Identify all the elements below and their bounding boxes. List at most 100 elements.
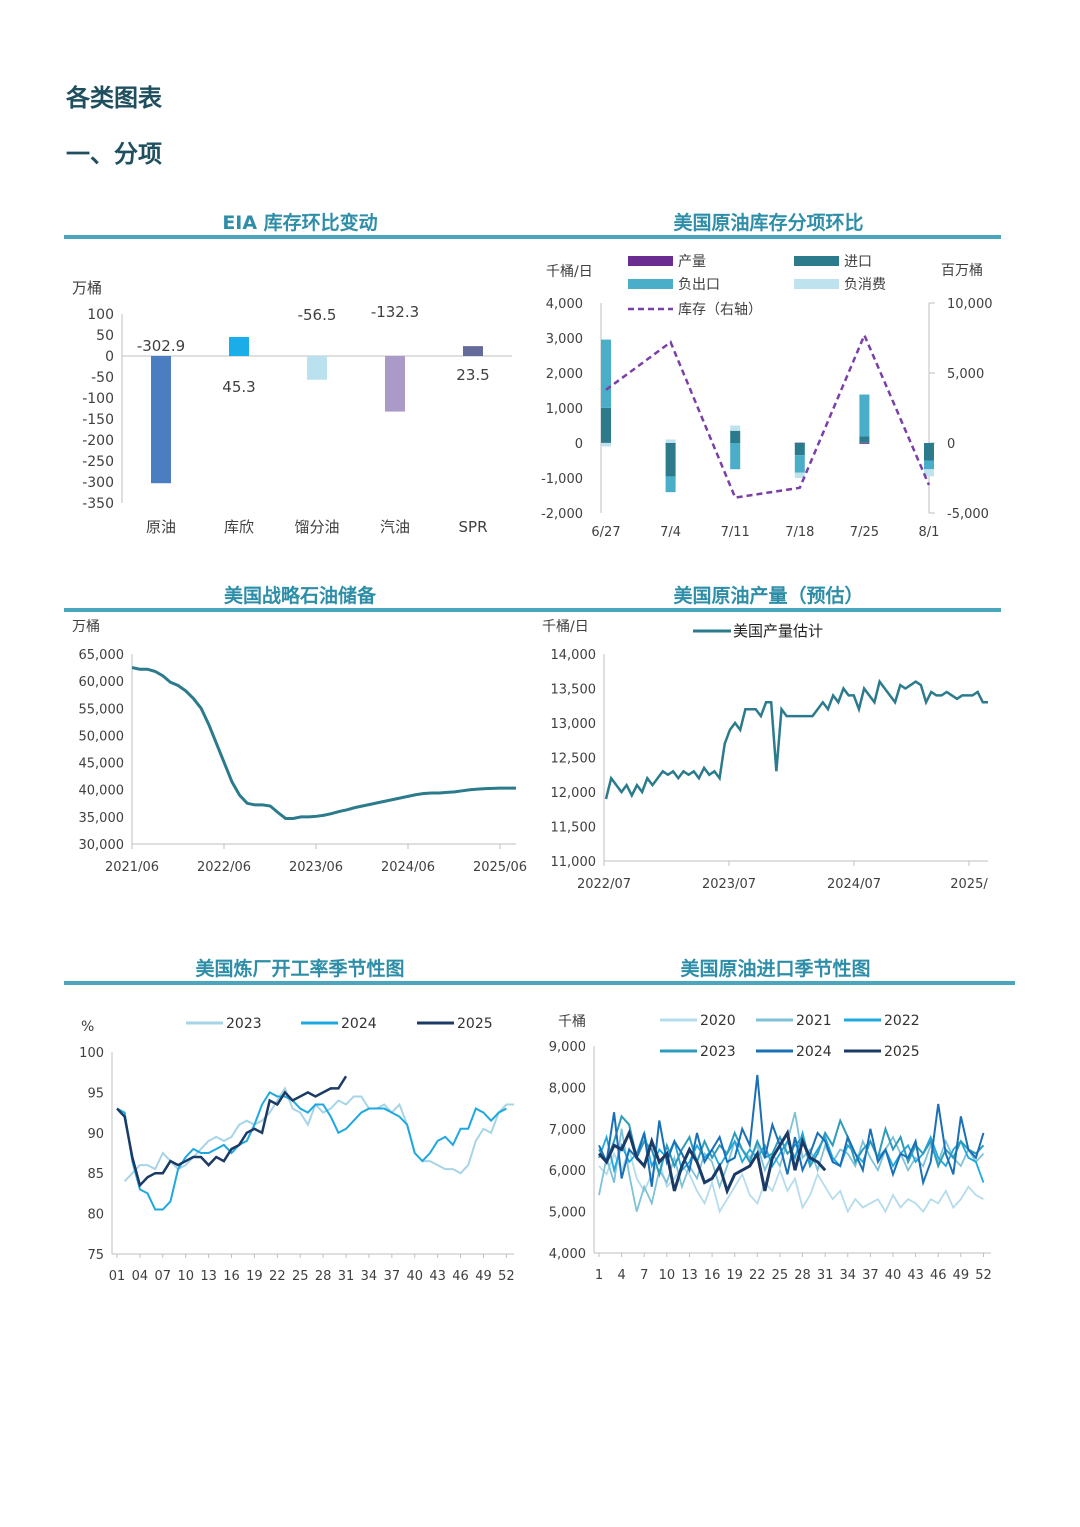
y-tick-label: 11,500 <box>551 821 597 836</box>
x-tick-label: 13 <box>200 1269 217 1284</box>
chart-title: 美国原油库存分项环比 <box>673 212 864 234</box>
data-label: 45.3 <box>222 378 255 396</box>
y-tick-label: 13,000 <box>551 717 597 732</box>
x-tick-label: 2024/06 <box>381 860 435 875</box>
x-tick-label: 7/4 <box>660 525 681 540</box>
y-tick-label: -150 <box>82 412 114 428</box>
production-chart: 千桶/日 14,000 13,500 13,000 12,500 12,000 11,500… <box>542 619 988 892</box>
bar-segment <box>794 443 805 456</box>
y-tick-label: 1,000 <box>546 402 583 417</box>
x-tick-label: 31 <box>338 1269 355 1284</box>
legend-label: 2024 <box>796 1044 832 1060</box>
y-tick-label: -350 <box>82 496 114 512</box>
x-tick-label: 25 <box>292 1269 309 1284</box>
y-tick-label: 100 <box>79 1046 104 1061</box>
x-tick-label: 07 <box>155 1269 172 1284</box>
y-tick-label: 85 <box>87 1167 104 1182</box>
x-tick-label: 31 <box>817 1268 834 1283</box>
y-tick-label: 95 <box>87 1086 104 1101</box>
bar-segment <box>601 339 611 408</box>
x-tick-label: 34 <box>361 1269 378 1284</box>
x-tick-label: 2022/07 <box>577 877 631 892</box>
x-tick-label: 25 <box>772 1268 789 1283</box>
x-tick-label: 52 <box>975 1268 992 1283</box>
legend-label: 2020 <box>700 1013 736 1029</box>
legend-swatch <box>628 279 673 289</box>
y-tick-label: 60,000 <box>79 675 125 690</box>
x-tick-label: 4 <box>617 1268 625 1283</box>
chart-title: 美国原油进口季节性图 <box>680 958 871 980</box>
x-tick-label: 7/11 <box>721 525 750 540</box>
y2-tick-label: 0 <box>947 437 955 452</box>
x-tick-label: 库欣 <box>224 518 254 536</box>
legend-label: 2024 <box>341 1016 377 1032</box>
legend-label: 2021 <box>796 1013 832 1029</box>
y-tick-label: 3,000 <box>546 332 583 347</box>
y-tick-label: -250 <box>82 454 114 470</box>
chart-title: 美国战略石油储备 <box>223 585 376 607</box>
panel-refinery: 美国炼厂开工率季节性图 % 100 95 90 85 80 75 01 04 07 10 13 16 19… <box>64 953 536 1293</box>
legend-label: 进口 <box>844 254 872 270</box>
y-tick-label: 0 <box>575 437 583 452</box>
panel-eia: EIA 库存环比变动 万桶 100 50 0 -50 -100 -150 -200 -250 -3… <box>64 205 536 550</box>
y-tick-label: 5,000 <box>549 1206 586 1221</box>
x-tick-label: 2025/ <box>950 877 988 892</box>
bar-segment <box>601 407 611 443</box>
y-tick-label: -2,000 <box>541 507 583 522</box>
y2-tick-label: 10,000 <box>947 297 993 312</box>
y-axis-label: 千桶/日 <box>546 264 593 280</box>
y-axis-label: 万桶 <box>72 619 100 635</box>
x-tick-label: 16 <box>223 1269 240 1284</box>
y-tick-label: 12,500 <box>551 752 597 767</box>
y-tick-label: 55,000 <box>79 702 125 717</box>
x-tick-label: 46 <box>930 1268 947 1283</box>
y-tick-label: 6,000 <box>549 1164 586 1179</box>
bar-segment <box>730 443 741 470</box>
x-tick-label: 37 <box>862 1268 879 1283</box>
x-tick-label: 2022/06 <box>197 860 251 875</box>
x-tick-label: 19 <box>246 1269 263 1284</box>
legend-label: 负出口 <box>678 277 720 293</box>
legend-label: 库存（右轴） <box>678 302 762 318</box>
panel-components: 美国原油库存分项环比 千桶/日 百万桶 4,000 3,000 2,000 1,000 0 -… <box>536 205 1001 550</box>
y2-axis-label: 百万桶 <box>941 263 983 279</box>
x-tick-label: 28 <box>315 1269 332 1284</box>
x-tick-label: 13 <box>681 1268 698 1283</box>
series-line <box>597 1128 827 1196</box>
x-tick-label: 28 <box>794 1268 811 1283</box>
y-tick-label: 11,000 <box>551 855 597 870</box>
y-tick-label: 2,000 <box>546 367 583 382</box>
data-label: -56.5 <box>298 306 337 324</box>
spr-chart: 万桶 65,000 60,000 55,000 50,000 45,000 40,000 35… <box>72 619 527 875</box>
bar <box>385 356 405 412</box>
y-tick-label: 14,000 <box>551 648 597 663</box>
y2-tick-label: 5,000 <box>947 367 984 382</box>
x-tick-label: 1 <box>595 1268 603 1283</box>
y-tick-label: 75 <box>87 1248 104 1263</box>
chart-title: 美国原油产量（预估） <box>673 585 864 607</box>
x-tick-label: 52 <box>498 1269 515 1284</box>
panel-spr: 美国战略石油储备 万桶 65,000 60,000 55,000 50,000 45,00… <box>64 580 536 920</box>
x-tick-label: SPR <box>459 518 488 536</box>
bar <box>463 346 483 356</box>
series-line <box>605 332 931 499</box>
bar <box>229 336 249 356</box>
x-tick-label: 34 <box>839 1268 856 1283</box>
legend-label: 产量 <box>678 254 706 270</box>
x-tick-label: 馏分油 <box>294 518 339 536</box>
bar-segment <box>794 472 805 478</box>
y-tick-label: 45,000 <box>79 757 125 772</box>
bar-segment <box>859 394 870 437</box>
y-tick-label: 80 <box>87 1208 104 1223</box>
x-tick-label: 6/27 <box>591 525 620 540</box>
y-tick-label: -100 <box>82 391 114 407</box>
legend-label: 美国产量估计 <box>733 622 823 640</box>
bar-segment <box>730 430 741 443</box>
legend-label: 2023 <box>700 1044 736 1060</box>
x-tick-label: 04 <box>132 1269 149 1284</box>
y-tick-label: 100 <box>87 307 114 323</box>
y-axis-label: 千桶 <box>558 1014 586 1030</box>
components-chart: 千桶/日 百万桶 4,000 3,000 2,000 1,000 0 -1,000 -2,000… <box>541 254 993 540</box>
x-tick-label: 19 <box>726 1268 743 1283</box>
x-tick-label: 8/1 <box>919 525 940 540</box>
